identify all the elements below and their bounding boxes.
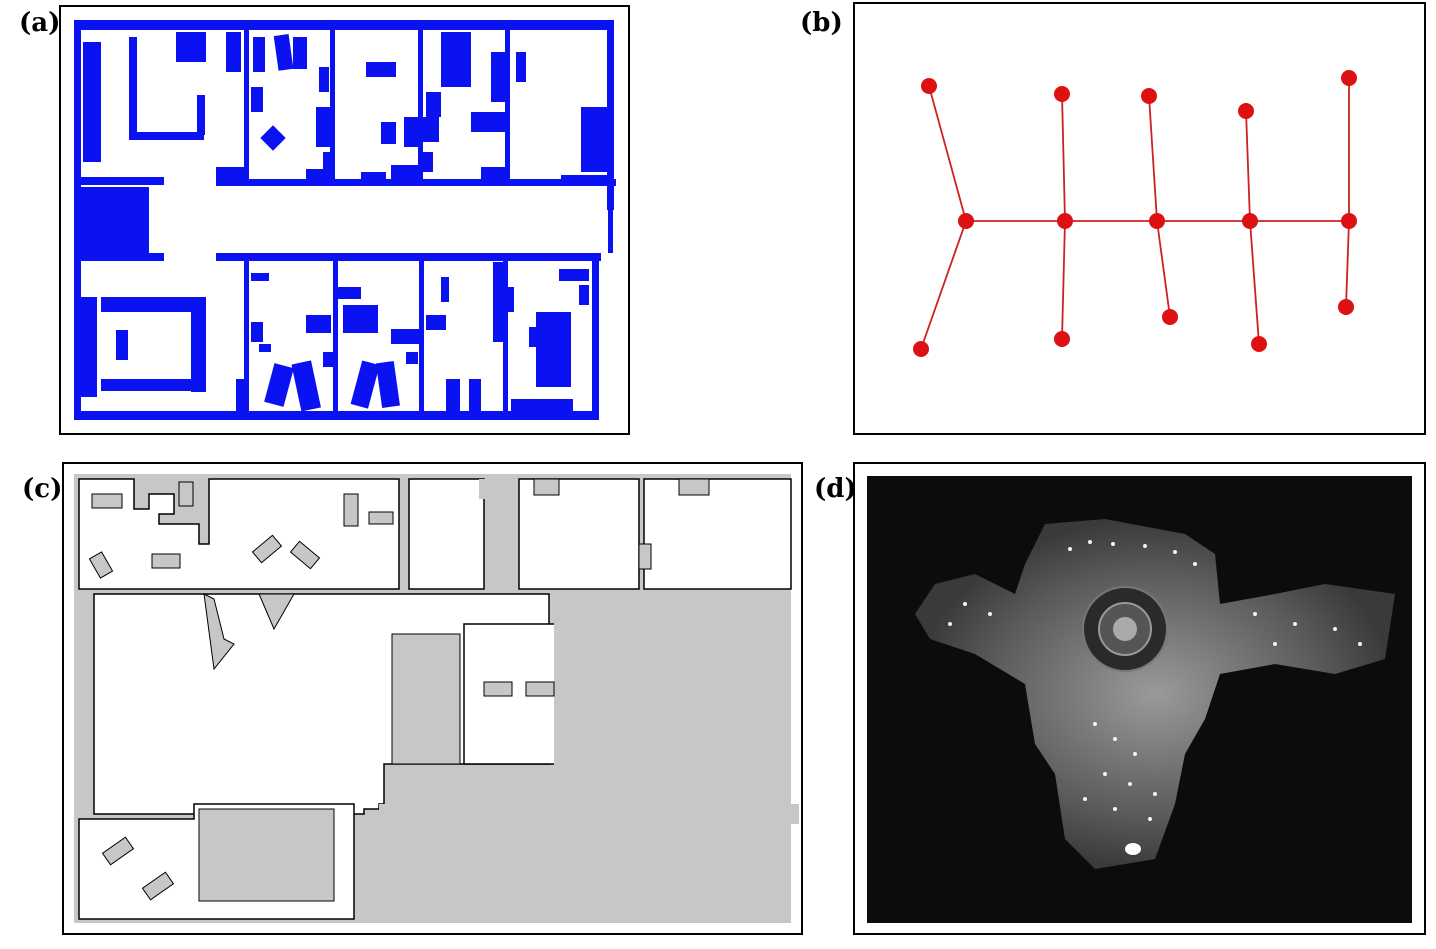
floorplan-panel: [59, 5, 630, 435]
gridmap-panel: [62, 462, 803, 935]
graph-edge: [928, 85, 967, 222]
graph-edge: [1156, 220, 1171, 318]
panel-label-b: (b): [800, 8, 843, 38]
graph-node: [1057, 213, 1073, 229]
graph-edge: [1245, 110, 1251, 222]
graph-node: [921, 78, 937, 94]
graph-node: [1341, 70, 1357, 86]
ceiling-mosaic: [867, 476, 1412, 923]
graph-node: [1162, 309, 1178, 325]
graph-edge: [920, 220, 967, 350]
panel-label-c: (c): [22, 474, 63, 504]
graph-edge: [1148, 95, 1158, 222]
panel-label-a: (a): [19, 8, 61, 38]
graph-node: [1251, 336, 1267, 352]
graph-node: [1054, 331, 1070, 347]
panel-label-d: (d): [814, 474, 857, 504]
graph-node: [1141, 88, 1157, 104]
graph-edge: [1345, 220, 1350, 308]
graph-panel: [853, 2, 1426, 435]
graph-node: [958, 213, 974, 229]
graph-node: [913, 341, 929, 357]
graph-edge: [1061, 93, 1066, 222]
topological-graph: [913, 70, 1357, 357]
floorplan-map: [74, 20, 616, 420]
mosaic-panel: [853, 462, 1426, 935]
graph-node: [1238, 103, 1254, 119]
grid-map: [74, 474, 799, 923]
graph-node: [1242, 213, 1258, 229]
graph-edge: [1061, 220, 1066, 340]
graph-node: [1338, 299, 1354, 315]
graph-node: [1054, 86, 1070, 102]
graph-edge: [1249, 220, 1260, 345]
graph-node: [1149, 213, 1165, 229]
graph-node: [1341, 213, 1357, 229]
